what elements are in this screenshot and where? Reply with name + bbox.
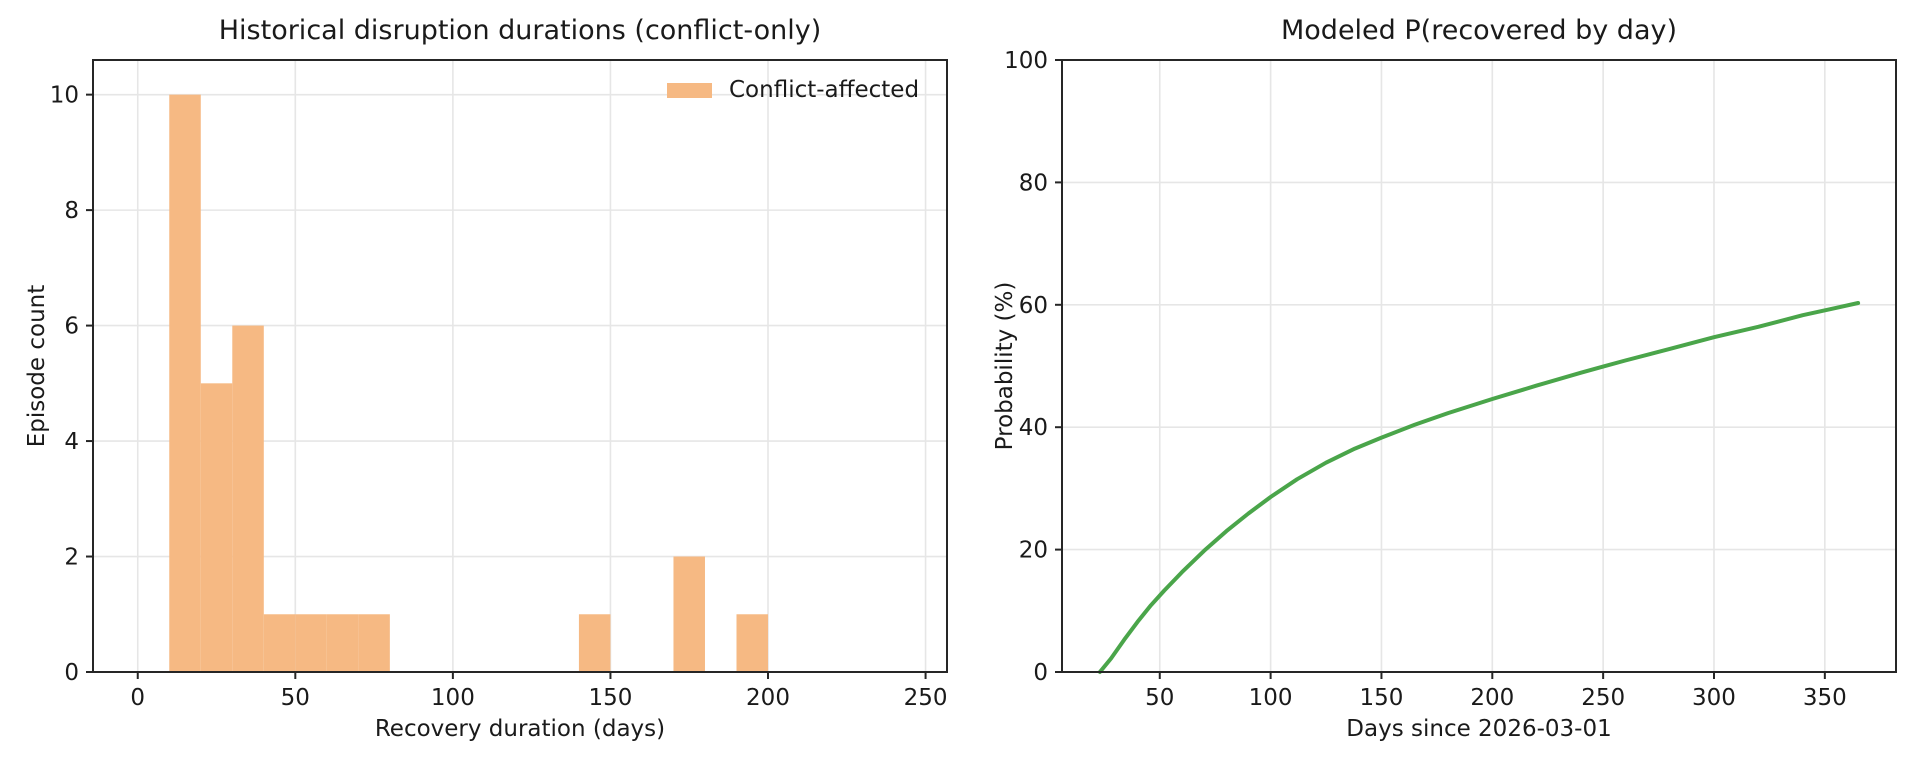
right-ticks: 50 100 150 200 250 300 350 0 20 40 60 80 100 — [1004, 48, 1847, 711]
histogram-bar — [578, 614, 611, 672]
right-x-tick-label: 350 — [1803, 685, 1847, 711]
histogram-bar — [358, 614, 390, 672]
left-x-tick-label: 50 — [281, 685, 310, 711]
right-x-axis-label: Days since 2026-03-01 — [1346, 716, 1612, 742]
left-y-tick-label: 2 — [64, 545, 79, 571]
left-x-tick-label: 200 — [746, 685, 790, 711]
left-ticks: 0 50 100 150 200 250 0 2 4 6 8 10 — [50, 83, 948, 711]
right-spines — [1061, 59, 1897, 673]
right-y-tick-label: 40 — [1019, 415, 1048, 441]
left-y-tick-label: 6 — [64, 314, 79, 340]
right-x-tick-label: 200 — [1470, 685, 1514, 711]
right-y-tick-label: 0 — [1033, 660, 1048, 686]
histogram-bar — [736, 614, 769, 672]
legend: Conflict-affected — [667, 77, 919, 103]
left-y-tick-label: 8 — [64, 198, 79, 224]
right-y-tick-label: 60 — [1019, 293, 1048, 319]
left-y-axis-label: Episode count — [24, 284, 50, 448]
histogram-bars — [169, 94, 769, 673]
right-x-tick-label: 50 — [1145, 685, 1174, 711]
legend-swatch — [667, 82, 712, 98]
histogram-bar — [673, 556, 705, 672]
right-x-tick-label: 100 — [1249, 685, 1293, 711]
histogram-bar — [295, 614, 327, 672]
right-x-tick-label: 300 — [1692, 685, 1736, 711]
left-x-tick-label: 250 — [904, 685, 948, 711]
right-chart-title: Modeled P(recovered by day) — [1280, 15, 1678, 46]
left-chart-title: Historical disruption durations (conflic… — [218, 15, 822, 46]
right-y-tick-label: 20 — [1019, 538, 1048, 564]
probability-curve — [1097, 301, 1861, 674]
right-x-tick-label: 250 — [1581, 685, 1625, 711]
left-y-tick-label: 10 — [50, 83, 79, 109]
left-x-tick-label: 0 — [130, 685, 145, 711]
histogram-bar — [232, 325, 264, 672]
histogram-bar — [200, 383, 233, 672]
right-y-tick-label: 100 — [1004, 48, 1048, 74]
right-y-tick-label: 80 — [1019, 170, 1048, 196]
left-spines — [92, 59, 948, 673]
left-y-tick-label: 0 — [64, 660, 79, 686]
legend-label: Conflict-affected — [729, 77, 920, 103]
histogram-bar — [263, 614, 296, 672]
left-y-tick-label: 4 — [64, 429, 79, 455]
left-x-tick-label: 100 — [431, 685, 475, 711]
right-x-tick-label: 150 — [1360, 685, 1404, 711]
histogram-bar — [326, 614, 359, 672]
right-y-axis-label: Probability (%) — [992, 281, 1018, 451]
left-x-axis-label: Recovery duration (days) — [374, 716, 666, 742]
histogram-bar — [169, 94, 201, 673]
right-grid — [1062, 59, 1896, 673]
left-x-tick-label: 150 — [588, 685, 632, 711]
